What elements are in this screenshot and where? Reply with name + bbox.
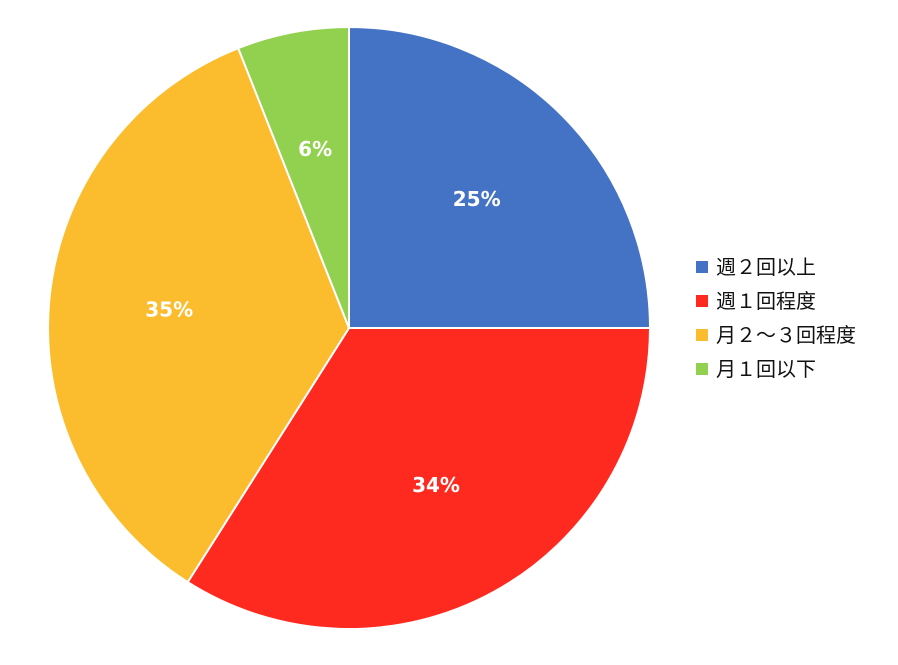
legend-label-monthly-2to3: 月２〜３回程度 xyxy=(716,323,856,347)
legend-swatch-weekly-2plus xyxy=(696,261,708,273)
legend-item-monthly-2to3: 月２〜３回程度 xyxy=(696,318,891,352)
pie-slice-weekly-once xyxy=(186,327,651,630)
legend-label-weekly-once: 週１回程度 xyxy=(716,289,816,313)
legend-swatch-weekly-once xyxy=(696,295,708,307)
pie-label-weekly-once: 34% xyxy=(412,473,460,497)
legend-label-monthly-once-or-less: 月１回以下 xyxy=(716,357,816,381)
legend-item-weekly-2plus: 週２回以上 xyxy=(696,250,891,284)
pie-data-labels: 25% 34% 35% 6% xyxy=(145,137,500,497)
pie-label-weekly-2plus: 25% xyxy=(453,187,501,211)
pie-slice-weekly-2plus xyxy=(348,26,651,329)
legend-item-monthly-once-or-less: 月１回以下 xyxy=(696,352,891,386)
legend-swatch-monthly-2to3 xyxy=(696,329,708,341)
legend: 週２回以上 週１回程度 月２〜３回程度 月１回以下 xyxy=(696,250,891,386)
pie-slice-monthly-once-or-less xyxy=(237,26,350,329)
legend-label-weekly-2plus: 週２回以上 xyxy=(716,255,816,279)
legend-item-weekly-once: 週１回程度 xyxy=(696,284,891,318)
pie-label-monthly-2to3: 35% xyxy=(145,298,193,322)
legend-swatch-monthly-once-or-less xyxy=(696,363,708,375)
pie-slice-monthly-2to3 xyxy=(47,47,350,584)
pie-slices xyxy=(47,26,651,630)
pie-label-monthly-once-or-less: 6% xyxy=(298,137,332,161)
